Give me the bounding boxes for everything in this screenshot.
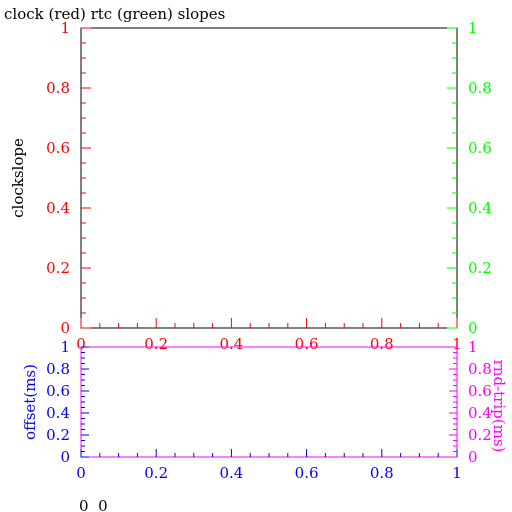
top-chart-frame [80,27,458,329]
top-chart-right-y-tick-label: 1 [468,19,478,37]
top-chart-x-tick-label: 0 [76,335,86,353]
top-chart-y-tick-label: 0.2 [46,259,70,277]
bottom-chart-y-tick-label: 0 [60,448,70,466]
top-chart-right-y-tick-label: 0.2 [468,259,492,277]
top-chart-x-tick-label: 0.2 [144,335,168,353]
footer-text: 0 0 [79,497,108,512]
bottom-chart-right-y-tick-label: 0.2 [468,426,492,444]
bottom-chart-right-y-tick-label: 0.8 [468,360,492,378]
top-chart-y-tick-label: 0 [60,319,70,337]
bottom-chart-x-tick-label: 0.4 [219,464,243,482]
top-chart-x-tick-label: 0.6 [295,335,319,353]
top-chart-x-tick-label: 0.8 [370,335,394,353]
bottom-chart-x-tick-label: 1 [452,464,462,482]
top-chart-right-y-tick-label: 0.8 [468,79,492,97]
top-chart-y-tick-label: 0.8 [46,79,70,97]
bottom-chart-frame [80,346,458,458]
bottom-chart-x-tick-label: 0.2 [144,464,168,482]
bottom-chart-x-tick-label: 0 [76,464,86,482]
bottom-chart-right-y-tick-label: 0.6 [468,382,492,400]
bottom-chart-y-tick-label: 0.4 [46,404,70,422]
bottom-chart-y-tick-label: 1 [60,338,70,356]
top-chart-right-y-tick-label: 0.4 [468,199,492,217]
bottom-chart-right-y-tick-label: 1 [468,338,478,356]
bottom-chart-y-tick-label: 0.2 [46,426,70,444]
top-chart-y-tick-label: 1 [60,19,70,37]
top-chart-ylabel: clockslope [9,138,27,218]
top-chart-right-y-tick-label: 0.6 [468,139,492,157]
top-chart-x-tick-label: 1 [452,335,462,353]
top-chart-y-tick-label: 0.6 [46,139,70,157]
bottom-chart-y-tick-label: 0.8 [46,360,70,378]
bottom-chart-y-tick-label: 0.6 [46,382,70,400]
bottom-chart-x-tick-label: 0.6 [295,464,319,482]
top-chart-y-tick-label: 0.4 [46,199,70,217]
bottom-chart-right-y-tick-label: 0 [468,448,478,466]
top-chart-title: clock (red) rtc (green) slopes [4,5,225,23]
bottom-chart-right-ylabel: rnd-trip(ms) [490,360,508,453]
bottom-chart-x-tick-label: 0.8 [370,464,394,482]
charts-layer: 0 0.2 0.4 0.6 0.8 100.20.40.60.8100.20.40.60.… [46,19,492,482]
top-chart-x-tick-label: 0.4 [219,335,243,353]
bottom-chart-right-y-tick-label: 0.4 [468,404,492,422]
top-chart-right-y-tick-label: 0 [468,319,478,337]
bottom-chart-ylabel: offset(ms) [21,364,39,440]
